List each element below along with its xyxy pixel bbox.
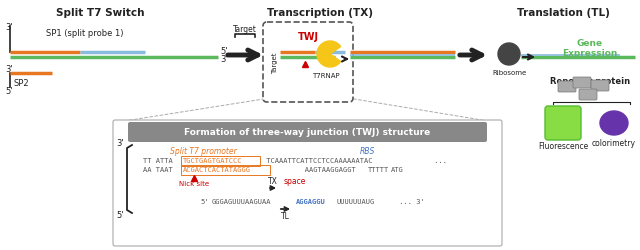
Text: UUUUUUAUG: UUUUUUAUG (336, 198, 374, 204)
Text: TT ATTA: TT ATTA (143, 157, 177, 163)
Text: Split T7 promoter: Split T7 promoter (170, 146, 237, 156)
FancyBboxPatch shape (113, 120, 502, 246)
Text: Ribosome: Ribosome (492, 70, 526, 76)
FancyBboxPatch shape (558, 82, 576, 93)
Text: GGGAGUUUAAGUAA: GGGAGUUUAAGUAA (212, 198, 271, 204)
Ellipse shape (600, 112, 628, 136)
FancyBboxPatch shape (545, 106, 581, 140)
Text: AAGTAAGGAGGT: AAGTAAGGAGGT (275, 166, 356, 172)
FancyBboxPatch shape (591, 81, 609, 92)
Text: TL: TL (280, 211, 289, 220)
Text: Reporter protein: Reporter protein (550, 77, 630, 86)
Text: AA TAAT: AA TAAT (143, 166, 177, 172)
Text: Transcription (TX): Transcription (TX) (267, 8, 373, 18)
FancyBboxPatch shape (128, 122, 487, 142)
Text: TTTTT: TTTTT (368, 166, 389, 172)
FancyBboxPatch shape (573, 78, 591, 89)
Circle shape (498, 44, 520, 66)
Text: Translation (TL): Translation (TL) (516, 8, 609, 18)
Text: 3': 3' (5, 65, 13, 74)
Text: Split T7 Switch: Split T7 Switch (56, 8, 144, 18)
Text: Formation of three-way junction (TWJ) structure: Formation of three-way junction (TWJ) st… (184, 128, 430, 137)
FancyBboxPatch shape (263, 23, 353, 102)
Text: Expression: Expression (563, 48, 618, 57)
Text: TWJ: TWJ (298, 32, 319, 42)
Text: TCAAATTCATTCCTCCAAAAAATAC: TCAAATTCATTCCTCCAAAAAATAC (262, 157, 372, 163)
Text: TGCTGAGTGATCCC: TGCTGAGTGATCCC (183, 157, 243, 163)
Text: SP1 (split probe 1): SP1 (split probe 1) (46, 29, 124, 38)
Text: Nick site: Nick site (179, 180, 209, 186)
Text: 3': 3' (5, 22, 13, 31)
FancyBboxPatch shape (579, 90, 597, 101)
Text: 5': 5' (5, 87, 13, 96)
Text: SP2: SP2 (13, 79, 29, 88)
Text: 3': 3' (220, 54, 228, 63)
Text: ...: ... (430, 157, 447, 163)
Text: ACGACTCACTATAGGG: ACGACTCACTATAGGG (183, 166, 251, 172)
Text: Target: Target (233, 25, 257, 34)
Text: TX: TX (268, 176, 278, 185)
Text: ATG: ATG (391, 166, 404, 172)
Text: RBS: RBS (360, 146, 376, 156)
Text: 5': 5' (200, 198, 209, 204)
Text: T7RNAP: T7RNAP (312, 73, 340, 79)
Text: Fluorescence: Fluorescence (538, 142, 588, 150)
Text: AGGAGGU: AGGAGGU (296, 198, 326, 204)
Wedge shape (317, 42, 340, 68)
Text: space: space (284, 176, 306, 185)
Text: colorimetry: colorimetry (592, 138, 636, 147)
Text: ... 3': ... 3' (395, 198, 425, 204)
Text: 3': 3' (116, 139, 124, 148)
Text: Target: Target (272, 52, 278, 74)
Text: 5': 5' (116, 211, 124, 220)
Text: 5': 5' (220, 47, 227, 56)
Text: Gene: Gene (577, 38, 603, 47)
